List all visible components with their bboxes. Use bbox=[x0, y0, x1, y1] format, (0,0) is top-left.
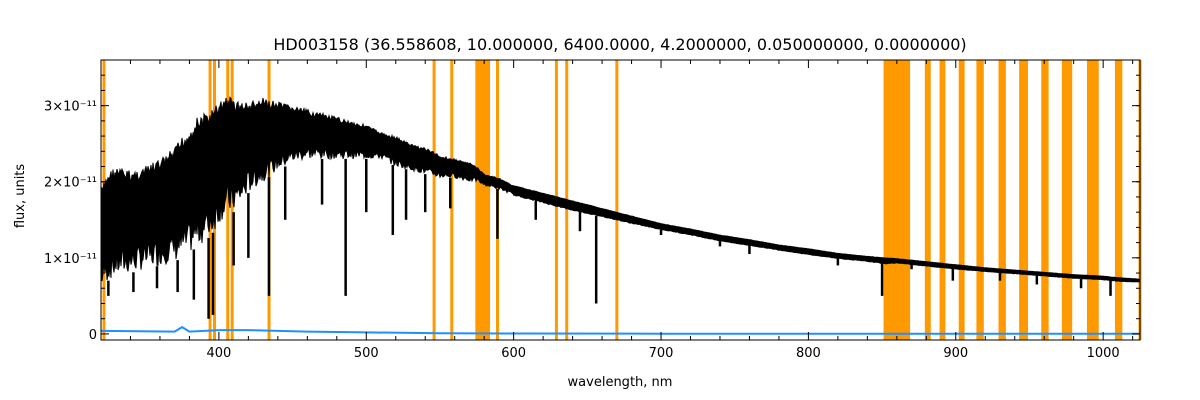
flux-band bbox=[100, 96, 1141, 283]
masked-region-8 bbox=[475, 60, 491, 340]
x-tick-label-3: 700 bbox=[649, 346, 674, 361]
masked-region-15 bbox=[939, 60, 946, 340]
masked-region-17 bbox=[976, 60, 984, 340]
plot-area bbox=[100, 60, 1142, 340]
masked-region-18 bbox=[998, 60, 1006, 340]
chart-title: HD003158 (36.558608, 10.000000, 6400.000… bbox=[273, 35, 966, 54]
masked-region-6 bbox=[432, 60, 436, 340]
masked-region-16 bbox=[958, 60, 965, 340]
x-tick-label-4: 800 bbox=[796, 346, 821, 361]
masked-region-21 bbox=[1061, 60, 1073, 340]
masked-region-14 bbox=[924, 60, 931, 340]
masked-region-20 bbox=[1041, 60, 1049, 340]
y-axis-label: flux, units bbox=[13, 164, 28, 229]
plot-frame bbox=[100, 59, 1141, 341]
masked-region-13 bbox=[883, 60, 911, 340]
x-tick-label-1: 500 bbox=[354, 346, 379, 361]
x-tick-label-0: 400 bbox=[206, 346, 231, 361]
flux-series bbox=[100, 96, 1141, 319]
x-tick-label-5: 900 bbox=[943, 346, 968, 361]
masked-region-22 bbox=[1086, 60, 1099, 340]
masked-region-12 bbox=[615, 60, 619, 340]
masked-region-19 bbox=[1019, 60, 1028, 340]
y-tick-label-3: 3×10⁻¹¹ bbox=[44, 100, 97, 115]
x-axis-label: wavelength, nm bbox=[568, 375, 673, 390]
error-line bbox=[100, 325, 885, 335]
x-axis-ticks: 400 500 600 700 800 900 1000 bbox=[129, 60, 1134, 361]
masked-region-3 bbox=[226, 60, 230, 340]
masked-region-4 bbox=[230, 60, 234, 340]
masked-region-23 bbox=[1114, 60, 1123, 340]
y-axis-ticks: 0 1×10⁻¹¹ 2×10⁻¹¹ 3×10⁻¹¹ bbox=[44, 74, 1140, 343]
x-tick-label-6: 1000 bbox=[1087, 346, 1120, 361]
masked-region-7 bbox=[450, 60, 454, 340]
y-tick-label-0: 0 bbox=[89, 328, 97, 343]
y-tick-label-2: 2×10⁻¹¹ bbox=[44, 176, 97, 191]
y-tick-label-1: 1×10⁻¹¹ bbox=[44, 252, 97, 267]
x-tick-label-2: 600 bbox=[501, 346, 526, 361]
error-series bbox=[100, 325, 1140, 335]
